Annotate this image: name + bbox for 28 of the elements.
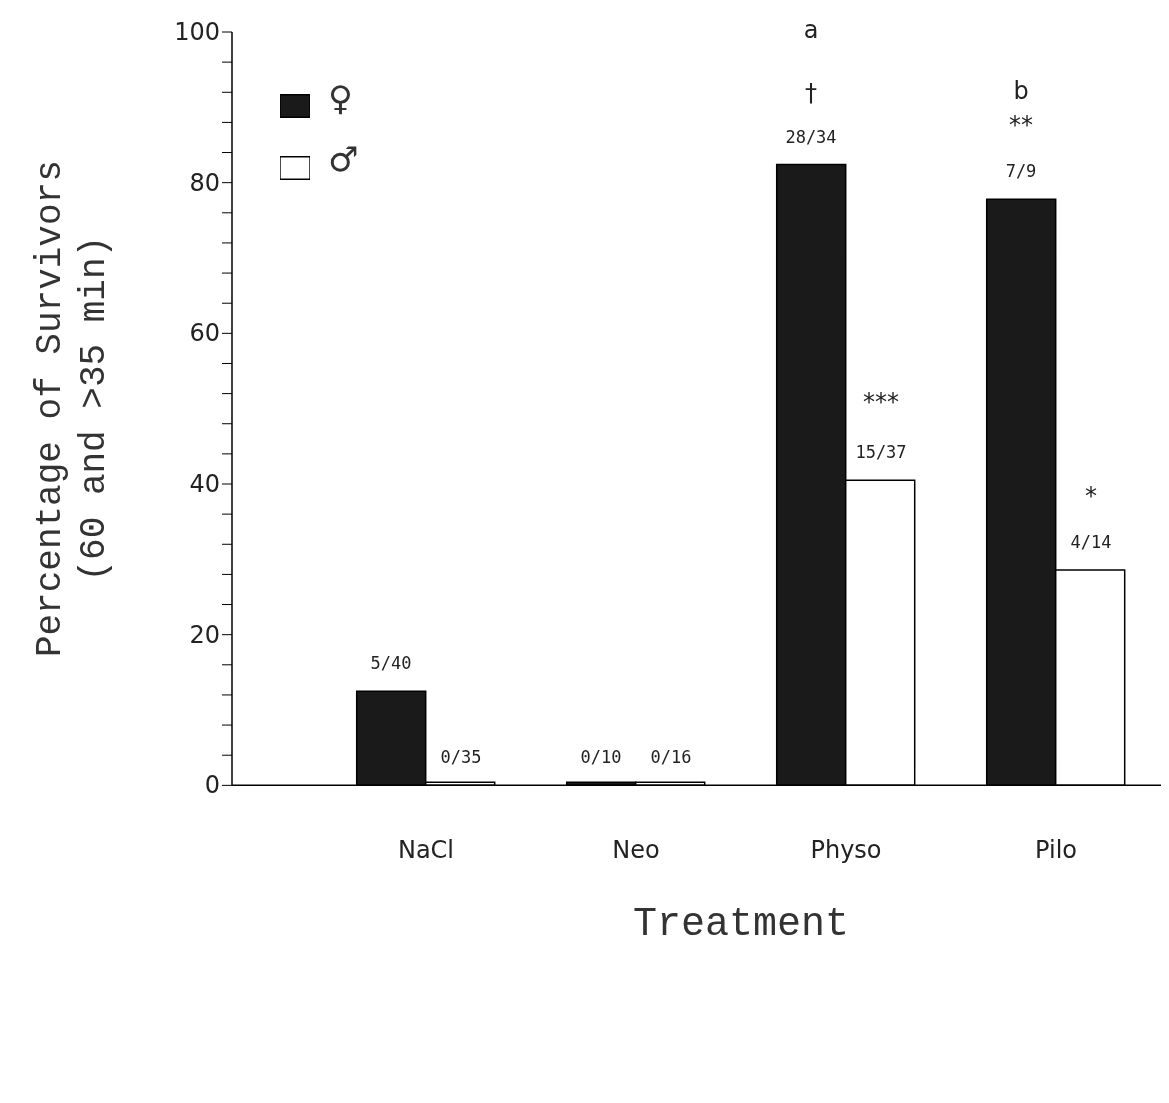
y-tick-label: 20 [189, 620, 220, 649]
legend-label: ♂ [328, 139, 359, 180]
data-label: 28/34 [785, 126, 837, 147]
y-tick-label: 40 [189, 470, 220, 499]
y-tick-label: 0 [204, 771, 220, 800]
x-tick-label: Neo [612, 836, 660, 865]
data-label: 4/14 [1070, 531, 1112, 552]
x-axis-title: Treatment [632, 902, 850, 948]
annotation: b [1013, 77, 1029, 106]
x-tick-label: Pilo [1035, 836, 1077, 865]
data-label: 5/40 [370, 653, 412, 674]
data-label: 0/35 [440, 747, 482, 768]
x-tick-label: NaCl [397, 836, 455, 865]
y-tick-label: 60 [189, 319, 220, 348]
legend-label: ♀ [328, 78, 353, 118]
data-label: 7/9 [1005, 161, 1037, 182]
y-axis-title: Percentage of Survivors (60 and >35 min) [30, 160, 115, 658]
y-tick-label: 80 [189, 168, 220, 197]
annotation: ** [1009, 111, 1033, 140]
data-label: 0/16 [650, 747, 692, 768]
annotation: * [1085, 481, 1097, 510]
y-tick-label: 100 [174, 18, 220, 46]
data-label: 15/37 [855, 442, 907, 463]
annotation: a [803, 15, 819, 44]
annotation: *** [863, 388, 899, 417]
annotation: † [805, 78, 817, 107]
data-label: 0/10 [580, 747, 622, 768]
x-tick-label: Physo [810, 836, 882, 865]
